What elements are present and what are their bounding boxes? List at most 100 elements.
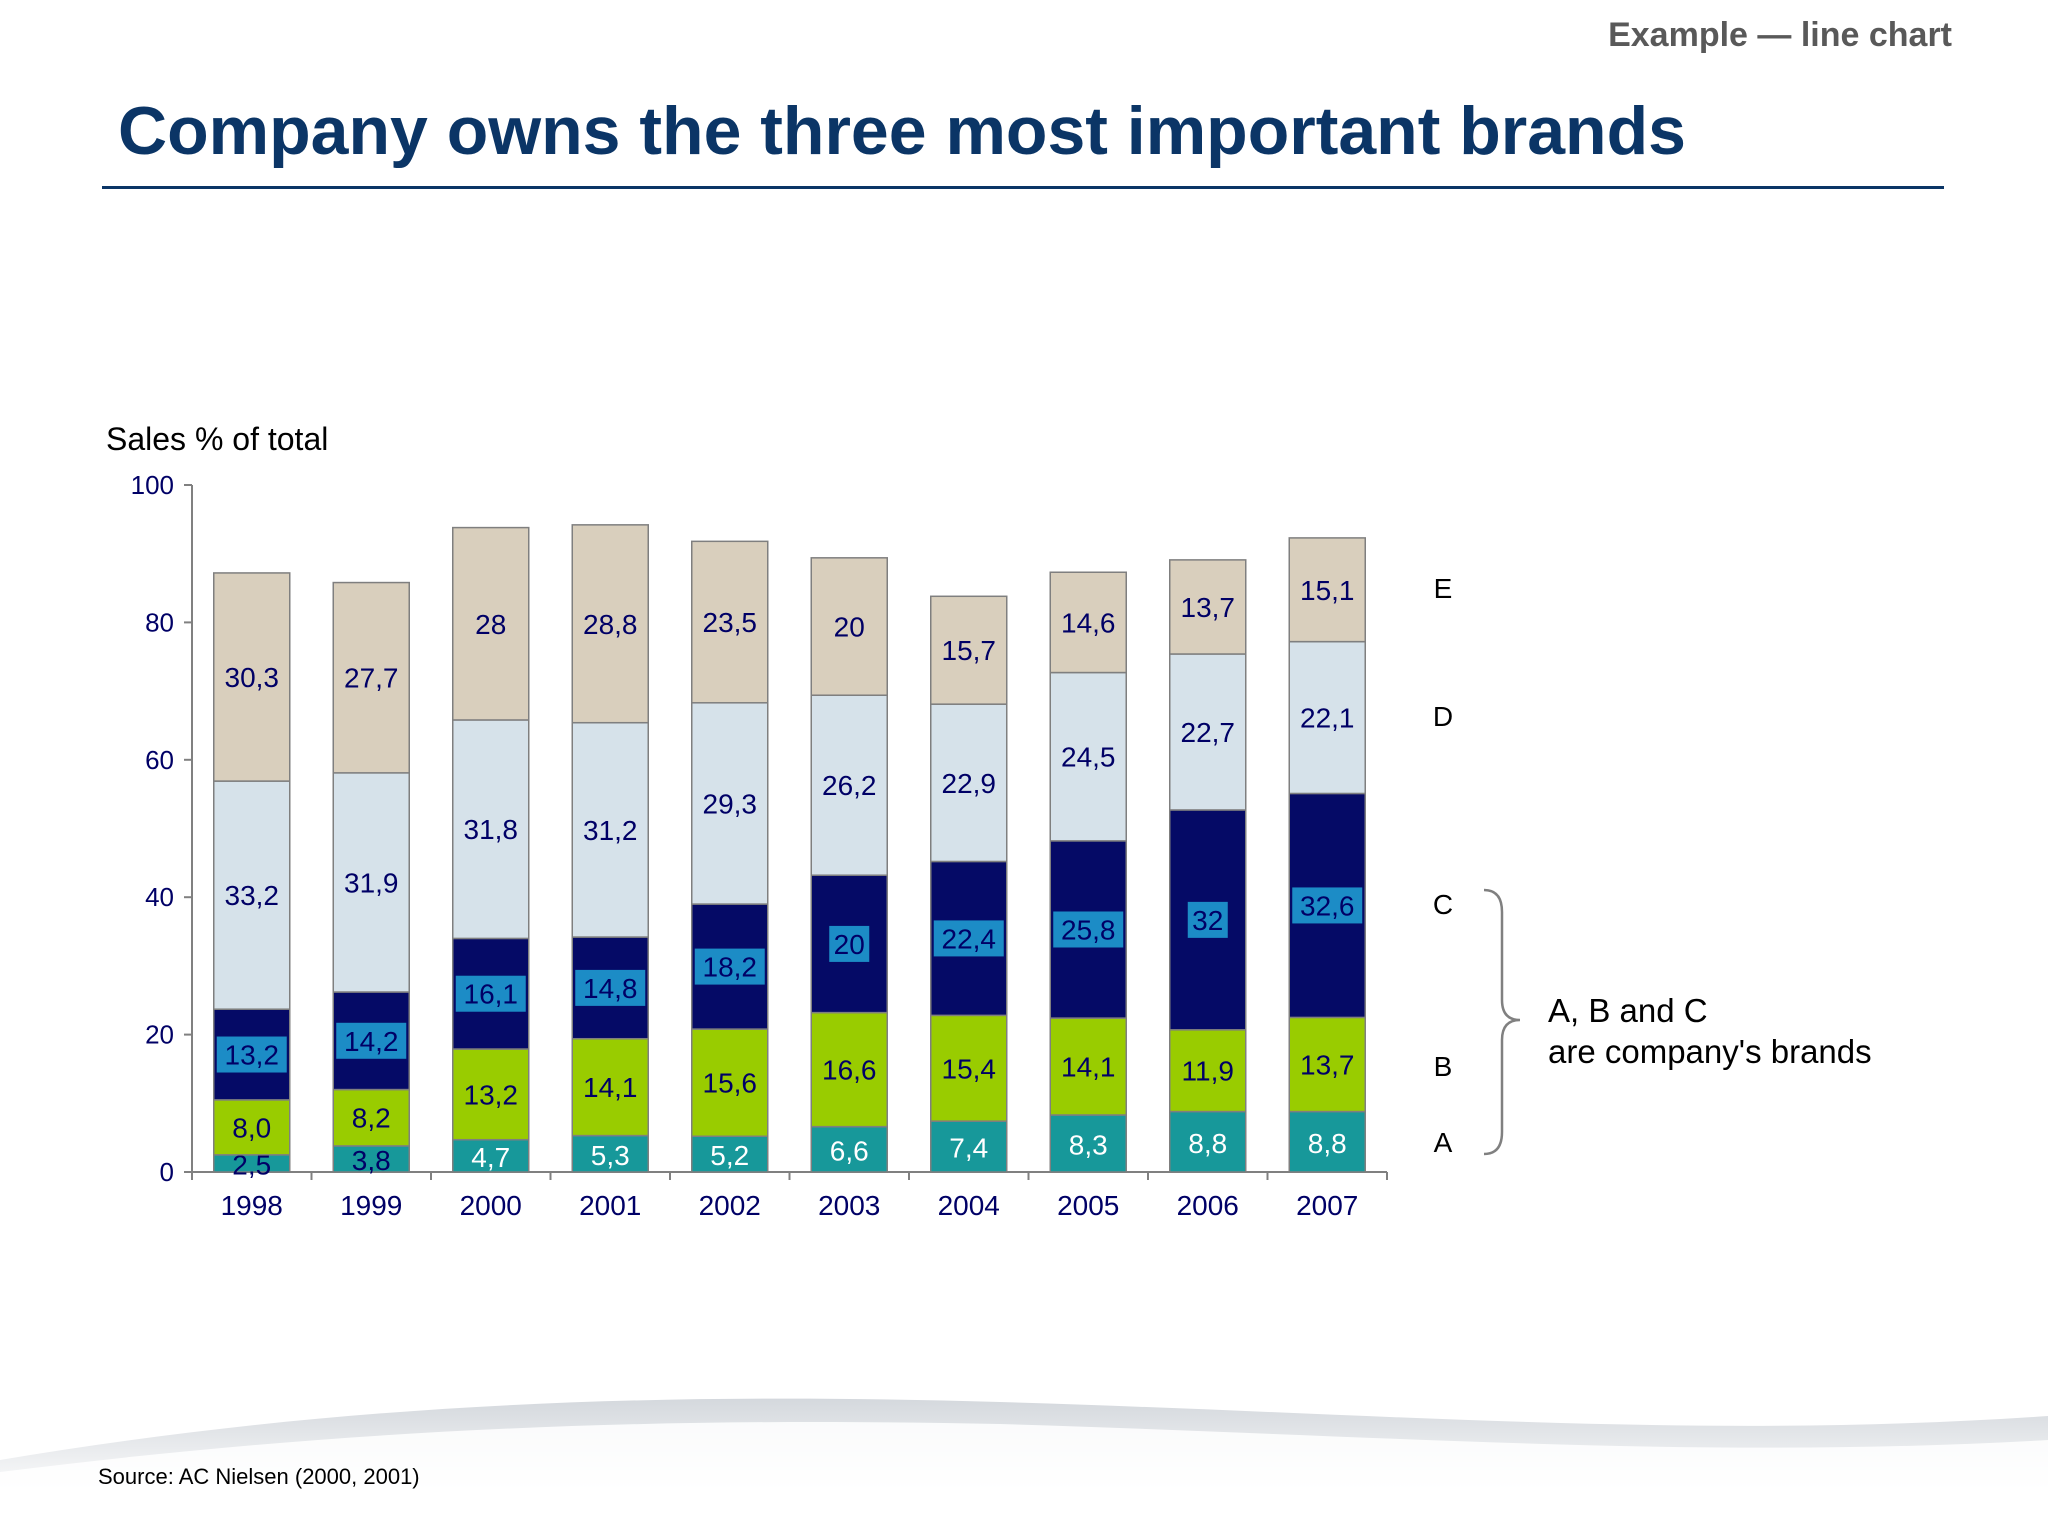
legend-label-b: B: [1434, 1051, 1453, 1082]
data-label-box: [575, 969, 646, 1006]
bar-segment-d-2004: [930, 703, 1008, 863]
bar-segment-a-2005: [1049, 1114, 1127, 1173]
data-label-a-1999: 3,8: [352, 1145, 391, 1176]
x-tick-label-2007: 2007: [1296, 1190, 1358, 1221]
data-label-a-2004: 7,4: [949, 1133, 988, 1164]
bar-segment-a-2004: [930, 1120, 1008, 1173]
data-label-d-2004: 22,9: [942, 768, 997, 799]
x-tick-label-2003: 2003: [818, 1190, 880, 1221]
data-label-box: [1292, 887, 1363, 924]
bar-segment-d-2005: [1049, 671, 1127, 842]
data-label-e-2001: 28,8: [583, 609, 638, 640]
bar-segment-e-2002: [691, 540, 769, 704]
bar-segment-d-1999: [332, 772, 410, 993]
data-label-box: [694, 948, 765, 985]
data-label-e-2006: 13,7: [1181, 592, 1236, 623]
y-tick-label: 60: [145, 745, 174, 775]
bar-segment-e-2003: [810, 557, 888, 696]
legend-label-e: E: [1434, 573, 1453, 604]
data-label-a-2007: 8,8: [1308, 1128, 1347, 1159]
data-label-c-2003: 20: [834, 929, 865, 960]
data-label-c-1999: 14,2: [344, 1026, 399, 1057]
title-rule: [102, 186, 1944, 189]
bar-segment-e-2006: [1169, 559, 1247, 655]
bar-segment-b-2004: [930, 1014, 1008, 1122]
data-label-d-2003: 26,2: [822, 770, 877, 801]
bar-segment-b-2006: [1169, 1029, 1247, 1113]
y-tick-label: 80: [145, 607, 174, 637]
bar-segment-b-2001: [571, 1037, 649, 1137]
data-label-b-1998: 8,0: [232, 1112, 271, 1143]
data-label-a-2002: 5,2: [710, 1140, 749, 1171]
data-label-c-2005: 25,8: [1061, 914, 1116, 945]
data-label-c-2001: 14,8: [583, 973, 638, 1004]
data-label-b-2002: 15,6: [703, 1068, 758, 1099]
data-label-b-2007: 13,7: [1300, 1049, 1355, 1080]
y-axis-label: Sales % of total: [106, 421, 328, 457]
bar-segment-a-2002: [691, 1135, 769, 1173]
x-tick-label-2002: 2002: [699, 1190, 761, 1221]
legend-label-c: C: [1433, 889, 1453, 920]
y-tick-label: 100: [131, 470, 174, 500]
data-label-c-2002: 18,2: [703, 952, 758, 983]
data-label-b-2006: 11,9: [1182, 1056, 1234, 1087]
bar-segment-d-2003: [810, 694, 888, 876]
footer-wave: [0, 1398, 2048, 1500]
bar-segment-a-2000: [452, 1138, 530, 1173]
data-label-e-2003: 20: [834, 612, 865, 643]
legend-label-a: A: [1434, 1127, 1453, 1158]
data-label-a-2006: 8,8: [1188, 1128, 1227, 1159]
x-tick-label-2000: 2000: [460, 1190, 522, 1221]
data-label-e-2004: 15,7: [942, 635, 997, 666]
data-label-e-2002: 23,5: [703, 607, 758, 638]
bar-segment-b-2000: [452, 1048, 530, 1141]
data-label-b-2003: 16,6: [822, 1055, 877, 1086]
bar-segment-e-2005: [1049, 571, 1127, 674]
data-label-b-2000: 13,2: [464, 1079, 519, 1110]
data-label-e-2005: 14,6: [1061, 607, 1116, 638]
data-label-b-2005: 14,1: [1061, 1052, 1116, 1083]
legend-label-d: D: [1433, 701, 1453, 732]
data-label-box: [1053, 911, 1124, 948]
data-label-c-2006: 32: [1192, 905, 1223, 936]
bar-segment-b-2005: [1049, 1017, 1127, 1116]
bar-segment-e-2004: [930, 595, 1008, 705]
bar-segment-b-2007: [1288, 1016, 1366, 1113]
data-label-e-2007: 15,1: [1300, 575, 1355, 606]
data-label-a-2003: 6,6: [830, 1135, 869, 1166]
data-label-d-2000: 31,8: [464, 814, 519, 845]
y-tick-label: 0: [160, 1157, 174, 1187]
bar-segment-e-1999: [332, 581, 410, 774]
data-label-e-1998: 30,3: [225, 662, 280, 693]
data-label-b-1999: 8,2: [352, 1103, 391, 1134]
example-tag: Example — line chart: [1608, 16, 1952, 54]
bar-segment-d-1998: [213, 780, 291, 1010]
data-label-a-2001: 5,3: [591, 1140, 630, 1171]
data-label-d-2005: 24,5: [1061, 742, 1116, 773]
data-label-box: [216, 1036, 287, 1073]
data-label-a-2000: 4,7: [471, 1142, 510, 1173]
data-label-c-2004: 22,4: [942, 923, 997, 954]
data-label-d-2002: 29,3: [703, 788, 758, 819]
data-label-e-1999: 27,7: [344, 663, 399, 694]
bar-segment-e-2007: [1288, 537, 1366, 643]
bar-segment-e-2001: [571, 524, 649, 724]
source-note: Source: AC Nielsen (2000, 2001): [98, 1464, 420, 1489]
data-label-d-1998: 33,2: [225, 880, 280, 911]
bar-segment-b-2002: [691, 1028, 769, 1138]
x-tick-label-2001: 2001: [579, 1190, 641, 1221]
x-tick-label-2006: 2006: [1177, 1190, 1239, 1221]
data-label-box: [1187, 901, 1228, 938]
bar-segment-d-2007: [1288, 640, 1366, 795]
data-label-b-2004: 15,4: [942, 1053, 997, 1084]
data-label-box: [455, 975, 526, 1012]
data-label-box: [933, 920, 1004, 957]
bar-segment-d-2006: [1169, 653, 1247, 811]
bar-segment-a-2007: [1288, 1110, 1366, 1173]
bar-segment-b-1999: [332, 1088, 410, 1147]
page-title: Company owns the three most important br…: [118, 93, 1686, 169]
data-label-c-2000: 16,1: [464, 979, 519, 1010]
brand-note-line-1: A, B and C: [1548, 992, 1708, 1029]
x-tick-label-2005: 2005: [1057, 1190, 1119, 1221]
